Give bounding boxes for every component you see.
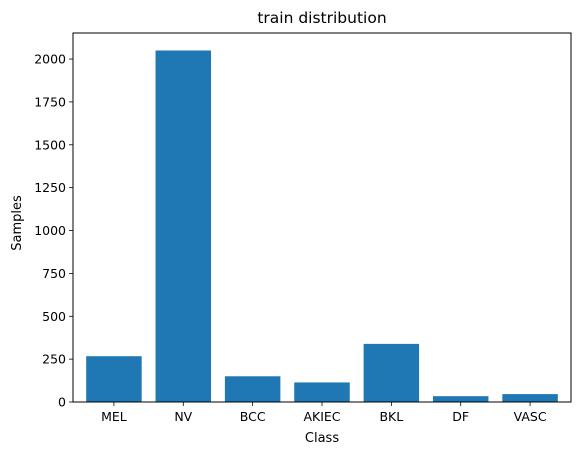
y-tick-label: 1000	[34, 223, 66, 238]
y-axis-ticks: 0 250 500 750 1000 1250 1500 1750 2000	[34, 52, 73, 410]
x-tick-label: VASC	[514, 409, 547, 424]
y-tick-label: 1750	[34, 94, 66, 109]
bar-vasc	[502, 394, 558, 402]
x-tick-label: AKIEC	[303, 409, 340, 424]
x-tick-label: BCC	[240, 409, 266, 424]
y-tick-label: 0	[58, 395, 66, 410]
bar-mel	[86, 356, 142, 402]
plot-frame	[72, 32, 572, 403]
y-tick-label: 250	[42, 352, 66, 367]
x-axis-ticks: MEL NV BCC AKIEC BKL DF VASC	[101, 402, 547, 424]
y-tick-label: 750	[42, 266, 66, 281]
x-tick-label: MEL	[101, 409, 127, 424]
y-tick-label: 1250	[34, 180, 66, 195]
bars-group	[86, 50, 558, 402]
bar-akiec	[294, 382, 350, 402]
x-tick-label: DF	[452, 409, 469, 424]
x-axis-label: Class	[305, 431, 339, 446]
chart-title: train distribution	[257, 9, 386, 27]
x-tick-label: BKL	[379, 409, 403, 424]
x-tick-label: NV	[174, 409, 192, 424]
y-tick-label: 2000	[34, 52, 66, 67]
y-tick-label: 1500	[34, 137, 66, 152]
bar-bkl	[363, 343, 420, 402]
y-tick-label: 500	[42, 309, 66, 324]
y-axis-label: Samples	[10, 195, 25, 251]
bar-nv	[155, 50, 212, 402]
bar-df	[432, 396, 489, 402]
bar-bcc	[224, 376, 281, 402]
